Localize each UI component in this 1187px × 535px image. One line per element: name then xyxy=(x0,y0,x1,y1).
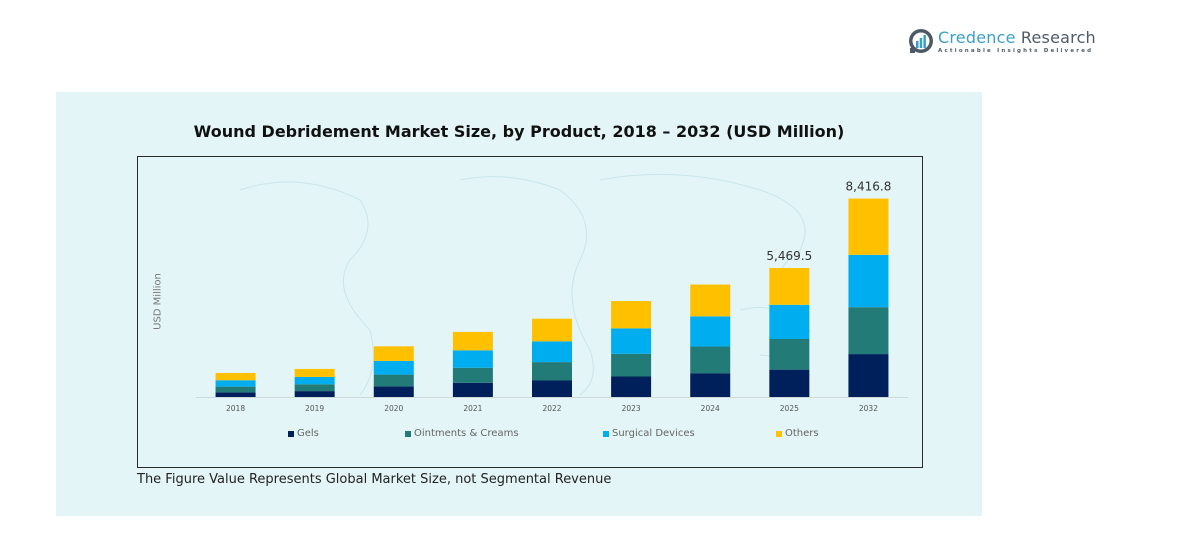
world-map-watermark xyxy=(239,173,811,396)
chart-title: Wound Debridement Market Size, by Produc… xyxy=(193,122,845,141)
bar-segment-surgical-devices-2019 xyxy=(294,376,335,385)
bar-segment-surgical-devices-2018 xyxy=(215,380,256,387)
bar-segment-gels-2025 xyxy=(769,369,810,397)
x-tick-label: 2019 xyxy=(305,404,324,413)
legend-swatch xyxy=(776,430,782,437)
legend-item-others: Others xyxy=(776,428,819,439)
x-tick-label: 2020 xyxy=(384,404,403,413)
bar-segment-surgical-devices-2032 xyxy=(848,254,889,308)
footnote: The Figure Value Represents Global Marke… xyxy=(137,472,612,487)
x-tick-label: 2025 xyxy=(780,404,799,413)
brand-name-part2: Research xyxy=(1015,27,1096,47)
legend-item-ointments-creams: Ointments & Creams xyxy=(405,428,519,439)
bar-segment-gels-2023 xyxy=(611,376,652,397)
x-tick-label: 2018 xyxy=(226,404,245,413)
legend-swatch xyxy=(603,430,609,437)
bar-segment-others-2019 xyxy=(294,368,335,377)
bar-segment-others-2021 xyxy=(452,331,493,351)
bar-segment-gels-2019 xyxy=(294,391,335,397)
chart-frame xyxy=(137,156,923,468)
legend-item-gels: Gels xyxy=(288,428,319,439)
bar-segment-others-2025 xyxy=(769,268,810,305)
bar-segment-ointments-creams-2032 xyxy=(848,307,889,355)
bar-segment-ointments-creams-2020 xyxy=(373,374,414,387)
bar-segment-ointments-creams-2024 xyxy=(690,346,731,374)
bar-segment-ointments-creams-2021 xyxy=(452,367,493,383)
bar-chart-circle-icon xyxy=(909,29,933,53)
bar-segment-gels-2018 xyxy=(215,392,256,397)
bar-segment-gels-2024 xyxy=(690,373,731,397)
x-tick-label: 2021 xyxy=(463,404,482,413)
bar-segment-surgical-devices-2024 xyxy=(690,316,731,347)
bar-segment-surgical-devices-2025 xyxy=(769,304,810,339)
bar-segment-gels-2021 xyxy=(452,382,493,397)
bar-segment-gels-2032 xyxy=(848,354,889,397)
legend-label: Gels xyxy=(297,428,319,439)
legend-item-surgical-devices: Surgical Devices xyxy=(603,428,695,439)
chart-legend: Gels Ointments & Creams Surgical Devices Ot… xyxy=(0,428,1187,442)
bar-segment-ointments-creams-2025 xyxy=(769,338,810,370)
bar-segment-gels-2022 xyxy=(532,380,572,397)
bar-segment-surgical-devices-2022 xyxy=(532,341,572,363)
data-label-2032: 8,416.8 xyxy=(846,180,892,194)
x-tick-label: 2022 xyxy=(542,404,561,413)
bar-segment-others-2032 xyxy=(848,198,889,255)
bar-segment-others-2023 xyxy=(611,301,652,329)
x-tick-label: 2024 xyxy=(701,404,720,413)
bar-segment-ointments-creams-2018 xyxy=(215,386,256,393)
bar-segment-ointments-creams-2023 xyxy=(611,353,652,377)
legend-label: Ointments & Creams xyxy=(414,428,519,439)
legend-swatch xyxy=(288,430,294,437)
data-label-2025: 5,469.5 xyxy=(766,249,812,263)
bar-segment-others-2024 xyxy=(690,284,731,317)
x-tick-label: 2032 xyxy=(859,404,878,413)
legend-swatch xyxy=(405,430,411,437)
brand-name: Credence Research xyxy=(938,27,1096,47)
brand-name-part1: Credence xyxy=(938,27,1016,47)
chart-panel xyxy=(56,92,982,516)
bar-segment-others-2022 xyxy=(532,318,572,342)
bar-segment-surgical-devices-2023 xyxy=(611,328,652,354)
bar-segment-ointments-creams-2019 xyxy=(294,384,335,392)
x-tick-label: 2023 xyxy=(622,404,641,413)
bar-segment-others-2018 xyxy=(215,372,256,381)
bar-segment-ointments-creams-2022 xyxy=(532,362,572,381)
brand-logo: Credence Research Actionable Insights De… xyxy=(908,28,1096,54)
bar-segment-others-2020 xyxy=(373,346,414,361)
brand-tagline: Actionable Insights Delivered xyxy=(938,47,1094,54)
legend-label: Others xyxy=(785,428,819,439)
bar-segment-surgical-devices-2020 xyxy=(373,360,414,375)
legend-label: Surgical Devices xyxy=(612,428,695,439)
bar-segment-gels-2020 xyxy=(373,386,414,397)
bar-segment-surgical-devices-2021 xyxy=(452,350,493,368)
